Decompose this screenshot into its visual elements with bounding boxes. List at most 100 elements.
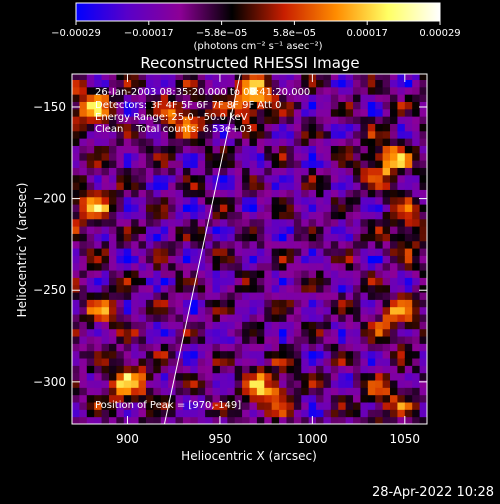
heatmap-cell	[242, 174, 250, 183]
heatmap-cell	[205, 86, 214, 95]
heatmap-cell	[86, 86, 95, 95]
heatmap-cell	[390, 358, 398, 366]
heatmap-cell	[182, 116, 191, 124]
heatmap-cell	[72, 314, 80, 322]
heatmap-cell	[330, 211, 339, 220]
heatmap-cell	[145, 402, 154, 410]
heatmap-cell	[345, 211, 354, 220]
heatmap-cell	[419, 372, 427, 381]
heatmap-cell	[330, 365, 339, 374]
heatmap-cell	[227, 350, 236, 359]
heatmap-cell	[145, 86, 154, 95]
heatmap-cell	[412, 204, 421, 212]
heatmap-cell	[168, 138, 177, 146]
heatmap-cell	[264, 409, 273, 418]
heatmap-cell	[360, 138, 369, 146]
heatmap-cell	[101, 299, 110, 308]
heatmap-cell	[271, 152, 280, 161]
heatmap-cell	[293, 328, 302, 337]
heatmap-cell	[249, 94, 258, 102]
heatmap-cell	[79, 306, 88, 315]
heatmap-cell	[316, 284, 324, 293]
heatmap-cell	[375, 101, 384, 110]
heatmap-cell	[168, 292, 177, 300]
heatmap-cell	[301, 211, 310, 220]
heatmap-cell	[308, 174, 317, 183]
heatmap-cell	[131, 116, 140, 124]
heatmap-cell	[175, 336, 184, 344]
heatmap-cell	[94, 336, 103, 344]
heatmap-cell	[390, 240, 398, 249]
heatmap-cell	[175, 358, 184, 366]
heatmap-cell	[412, 167, 421, 176]
heatmap-cell	[301, 94, 310, 102]
heatmap-cell	[301, 402, 310, 410]
heatmap-cell	[190, 270, 199, 278]
heatmap-cell	[205, 167, 214, 176]
heatmap-cell	[419, 402, 427, 410]
heatmap-cell	[94, 130, 103, 139]
heatmap-cell	[323, 152, 332, 161]
heatmap-cell	[79, 409, 88, 418]
heatmap-cell	[375, 248, 384, 256]
heatmap-cell	[197, 160, 206, 168]
colorbar-tick-label: 0.00017	[347, 28, 388, 39]
heatmap-cell	[101, 306, 110, 315]
heatmap-cell	[72, 321, 80, 330]
heatmap-cell	[182, 138, 191, 146]
heatmap-cell	[94, 394, 103, 403]
heatmap-cell	[338, 372, 347, 381]
heatmap-cell	[323, 409, 332, 418]
heatmap-cell	[242, 343, 250, 352]
heatmap-cell	[101, 79, 110, 88]
heatmap-cell	[123, 306, 132, 315]
heatmap-cell	[256, 189, 265, 198]
heatmap-cell	[279, 233, 287, 242]
heatmap-cell	[412, 116, 421, 124]
heatmap-cell	[227, 240, 236, 249]
heatmap-cell	[138, 240, 147, 249]
heatmap-cell	[353, 123, 361, 132]
heatmap-cell	[271, 306, 280, 315]
heatmap-cell	[197, 240, 206, 249]
heatmap-cell	[72, 101, 80, 110]
heatmap-cell	[279, 402, 287, 410]
heatmap-cell	[131, 226, 140, 234]
heatmap-cell	[308, 108, 317, 117]
heatmap-cell	[301, 321, 310, 330]
heatmap-cell	[94, 292, 103, 300]
heatmap-cell	[205, 292, 214, 300]
heatmap-cell	[94, 138, 103, 146]
heatmap-cell	[271, 240, 280, 249]
heatmap-cell	[101, 74, 110, 80]
heatmap-cell	[205, 145, 214, 154]
heatmap-cell	[397, 277, 406, 286]
heatmap-cell	[308, 314, 317, 322]
heatmap-cell	[108, 409, 117, 418]
heatmap-cell	[367, 196, 376, 205]
heatmap-cell	[279, 123, 287, 132]
heatmap-cell	[175, 394, 184, 403]
heatmap-cell	[138, 226, 147, 234]
heatmap-cell	[316, 394, 324, 403]
heatmap-cell	[72, 336, 80, 344]
heatmap-cell	[160, 292, 169, 300]
heatmap-cell	[242, 160, 250, 168]
heatmap-cell	[345, 277, 354, 286]
heatmap-cell	[131, 138, 140, 146]
heatmap-cell	[86, 394, 95, 403]
heatmap-cell	[160, 350, 169, 359]
heatmap-cell	[345, 123, 354, 132]
heatmap-cell	[86, 123, 95, 132]
heatmap-cell	[390, 328, 398, 337]
heatmap-cell	[182, 306, 191, 315]
heatmap-cell	[271, 365, 280, 374]
heatmap-cell	[345, 160, 354, 168]
heatmap-cell	[219, 387, 228, 396]
heatmap-cell	[190, 189, 199, 198]
heatmap-cell	[375, 270, 384, 278]
heatmap-cell	[116, 204, 125, 212]
heatmap-cell	[168, 336, 177, 344]
heatmap-cell	[330, 160, 339, 168]
heatmap-cell	[108, 108, 117, 117]
